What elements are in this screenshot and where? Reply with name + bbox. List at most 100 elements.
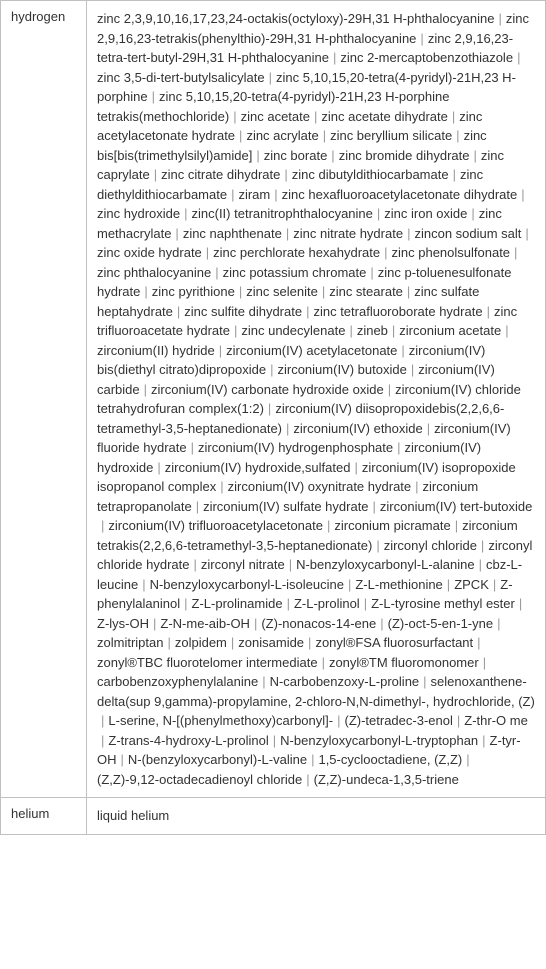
separator: |: [310, 107, 321, 127]
separator: |: [266, 360, 277, 380]
term: N-carbobenzoxy-L-proline: [270, 674, 420, 689]
term: Z-L-prolinol: [294, 596, 360, 611]
separator: |: [380, 243, 391, 263]
term: zinc borate: [264, 148, 328, 163]
separator: |: [333, 711, 344, 731]
term: N-benzyloxycarbonyl-L-alanine: [296, 557, 474, 572]
term: zonyl®FSA fluorosurfactant: [315, 635, 473, 650]
term: zinc undecylenate: [241, 323, 345, 338]
separator: |: [448, 107, 459, 127]
separator: |: [227, 633, 238, 653]
term: zinc phenolsulfonate: [392, 245, 511, 260]
row-label: hydrogen: [1, 1, 87, 798]
separator: |: [264, 399, 275, 419]
term: zolpidem: [175, 635, 227, 650]
term: zinc beryllium silicate: [330, 128, 452, 143]
row-content: zinc 2,3,9,10,16,17,23,24-octakis(octylo…: [87, 1, 546, 798]
separator: |: [304, 633, 315, 653]
separator: |: [97, 711, 108, 731]
separator: |: [230, 321, 241, 341]
separator: |: [407, 360, 418, 380]
separator: |: [510, 243, 521, 263]
term: Z-L-methionine: [355, 577, 442, 592]
separator: |: [451, 516, 462, 536]
term: carbobenzoxyphenylalanine: [97, 674, 258, 689]
term: (Z)-oct-5-en-1-yne: [388, 616, 493, 631]
separator: |: [494, 9, 505, 29]
separator: |: [265, 68, 276, 88]
separator: |: [302, 302, 313, 322]
data-table: hydrogenzinc 2,3,9,10,16,17,23,24-octaki…: [0, 0, 546, 835]
term: zinc 2-mercaptobenzothiazole: [340, 50, 513, 65]
separator: |: [366, 263, 377, 283]
separator: |: [453, 711, 464, 731]
separator: |: [285, 555, 296, 575]
separator: |: [345, 321, 356, 341]
separator: |: [350, 458, 361, 478]
term: zinc selenite: [246, 284, 318, 299]
term: zirconium(IV) tert-butoxide: [380, 499, 532, 514]
separator: |: [411, 477, 422, 497]
term: ZPCK: [454, 577, 489, 592]
term: Z-thr-O me: [464, 713, 528, 728]
term: zirconium(IV) hydrogenphosphate: [198, 440, 393, 455]
separator: |: [449, 165, 460, 185]
term: zinc bromide dihydrate: [339, 148, 470, 163]
separator: |: [229, 107, 240, 127]
separator: |: [452, 126, 463, 146]
term: zirconium(IV) butoxide: [277, 362, 406, 377]
separator: |: [443, 575, 454, 595]
separator: |: [148, 87, 159, 107]
separator: |: [173, 302, 184, 322]
term: zirconium(IV) oxynitrate hydrate: [228, 479, 412, 494]
separator: |: [140, 380, 151, 400]
separator: |: [327, 146, 338, 166]
separator: |: [180, 204, 191, 224]
term: zirconium(IV) sulfate hydrate: [203, 499, 368, 514]
term: N-benzyloxycarbonyl-L-isoleucine: [150, 577, 344, 592]
separator: |: [171, 224, 182, 244]
separator: |: [187, 438, 198, 458]
term: zonisamide: [238, 635, 304, 650]
separator: |: [97, 516, 108, 536]
separator: |: [423, 419, 434, 439]
term: Z-lys-OH: [97, 616, 149, 631]
separator: |: [97, 731, 108, 751]
term: zirconium acetate: [399, 323, 501, 338]
separator: |: [227, 185, 238, 205]
separator: |: [138, 575, 149, 595]
separator: |: [403, 282, 414, 302]
separator: |: [280, 165, 291, 185]
term: zinc acetate: [241, 109, 310, 124]
term: zinc hydroxide: [97, 206, 180, 221]
separator: |: [473, 633, 484, 653]
term: zonyl®TBC fluorotelomer intermediate: [97, 655, 318, 670]
separator: |: [397, 341, 408, 361]
separator: |: [140, 282, 151, 302]
table-row: heliumliquid helium: [1, 798, 546, 835]
term: zinc tetrafluoroborate hydrate: [313, 304, 482, 319]
term: (Z)-tetradec-3-enol: [344, 713, 452, 728]
separator: |: [190, 555, 201, 575]
separator: |: [307, 750, 318, 770]
term: N-(benzyloxycarbonyl)-L-valine: [128, 752, 307, 767]
separator: |: [192, 497, 203, 517]
separator: |: [216, 477, 227, 497]
separator: |: [419, 672, 430, 692]
term: zirconium(IV) hydroxide,sulfated: [165, 460, 351, 475]
term: zinc oxide hydrate: [97, 245, 202, 260]
separator: |: [521, 224, 532, 244]
separator: |: [477, 536, 488, 556]
term: Z-L-tyrosine methyl ester: [371, 596, 515, 611]
separator: |: [250, 614, 261, 634]
separator: |: [150, 165, 161, 185]
term: zirconyl chloride: [384, 538, 477, 553]
term: zolmitriptan: [97, 635, 163, 650]
term: zirconium(II) hydride: [97, 343, 215, 358]
separator: |: [384, 380, 395, 400]
separator: |: [163, 633, 174, 653]
separator: |: [329, 48, 340, 68]
separator: |: [302, 770, 313, 790]
separator: |: [360, 594, 371, 614]
separator: |: [282, 224, 293, 244]
